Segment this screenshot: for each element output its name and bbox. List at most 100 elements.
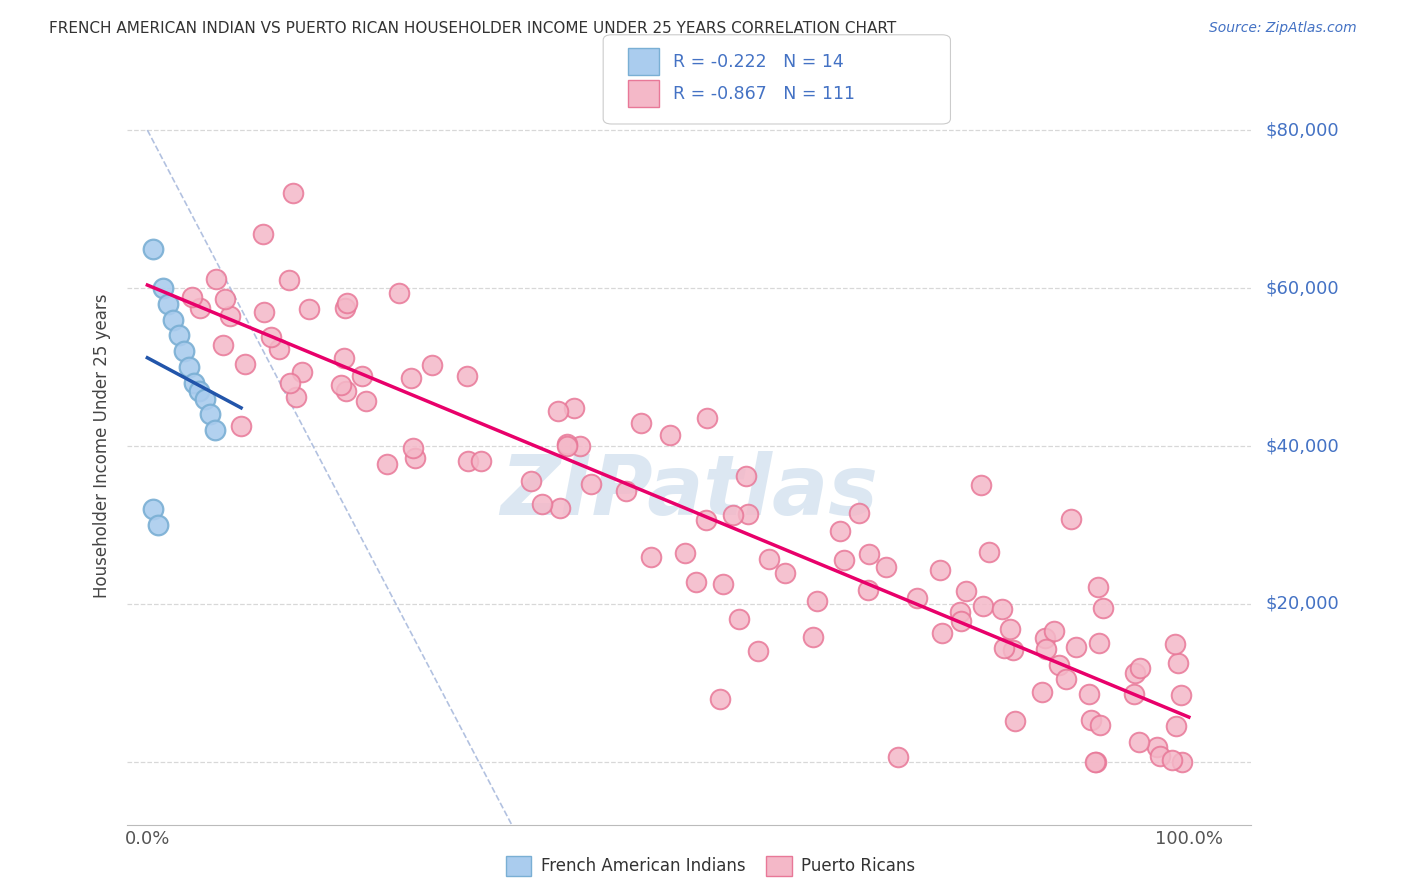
Point: [401, 371, 423, 385]
Point: [548, 501, 571, 516]
Point: [713, 576, 735, 591]
Point: [1088, 636, 1111, 650]
Point: [931, 625, 953, 640]
Point: [695, 512, 717, 526]
Point: [856, 583, 879, 598]
Point: [969, 478, 991, 492]
Point: [972, 599, 994, 613]
Point: [875, 559, 897, 574]
Point: [253, 305, 276, 319]
Point: [204, 423, 226, 437]
Point: [858, 548, 880, 562]
Point: [929, 563, 952, 577]
Point: [335, 384, 357, 398]
Point: [298, 301, 321, 316]
Point: [388, 285, 411, 300]
Point: [332, 351, 354, 365]
Point: [198, 408, 221, 422]
Point: [1171, 755, 1194, 769]
Point: [1164, 719, 1187, 733]
Text: R = -0.222   N = 14: R = -0.222 N = 14: [673, 53, 844, 70]
Point: [828, 524, 851, 538]
Point: [457, 454, 479, 468]
Point: [336, 295, 359, 310]
Point: [735, 469, 758, 483]
Point: [832, 553, 855, 567]
Point: [555, 437, 578, 451]
Point: [252, 227, 274, 241]
Text: $20,000: $20,000: [1265, 595, 1339, 613]
Point: [402, 441, 425, 455]
Point: [569, 439, 592, 453]
Point: [333, 301, 356, 315]
Point: [1004, 714, 1026, 729]
Point: [659, 428, 682, 442]
Point: [948, 605, 970, 619]
Point: [146, 518, 169, 533]
Point: [1160, 753, 1182, 767]
Point: [218, 310, 240, 324]
Point: [905, 591, 928, 605]
Point: [456, 369, 478, 384]
Point: [630, 416, 652, 430]
Point: [1002, 643, 1025, 657]
Point: [949, 614, 972, 628]
Point: [214, 293, 236, 307]
Point: [747, 644, 769, 658]
Point: [283, 186, 305, 201]
Point: [564, 401, 586, 416]
Point: [194, 392, 217, 406]
Point: [211, 338, 233, 352]
Point: [404, 451, 426, 466]
Point: [350, 368, 373, 383]
Point: [1054, 672, 1077, 686]
Point: [167, 328, 190, 343]
Point: [848, 506, 870, 520]
Point: [555, 439, 578, 453]
Point: [977, 544, 1000, 558]
Point: [1085, 755, 1108, 769]
Point: [696, 410, 718, 425]
Point: [1170, 688, 1192, 702]
Text: Puerto Ricans: Puerto Ricans: [801, 857, 915, 875]
Point: [801, 630, 824, 644]
Point: [285, 390, 308, 404]
Point: [1087, 580, 1109, 594]
Point: [1033, 632, 1056, 646]
Point: [737, 507, 759, 521]
Point: [685, 574, 707, 589]
Point: [190, 301, 212, 316]
Text: French American Indians: French American Indians: [541, 857, 747, 875]
Point: [1080, 713, 1102, 727]
Point: [1088, 717, 1111, 731]
Point: [280, 376, 302, 391]
Point: [640, 549, 662, 564]
Text: $40,000: $40,000: [1265, 437, 1339, 455]
Point: [1091, 600, 1114, 615]
Point: [173, 344, 195, 359]
Point: [188, 384, 211, 398]
Point: [1047, 658, 1070, 673]
Point: [673, 546, 696, 560]
Point: [1149, 748, 1171, 763]
Text: $80,000: $80,000: [1265, 121, 1339, 139]
Point: [142, 242, 165, 256]
Point: [231, 418, 253, 433]
Point: [259, 330, 281, 344]
Point: [1031, 684, 1053, 698]
Point: [547, 404, 569, 418]
Point: [1059, 512, 1081, 526]
Point: [530, 497, 553, 511]
Y-axis label: Householder Income Under 25 years: Householder Income Under 25 years: [93, 293, 111, 599]
Point: [1125, 666, 1147, 681]
Point: [177, 359, 200, 374]
Text: ZIPatlas: ZIPatlas: [501, 451, 877, 532]
Point: [758, 552, 780, 566]
Point: [375, 458, 398, 472]
Point: [721, 508, 744, 523]
Point: [205, 272, 228, 286]
Point: [579, 476, 602, 491]
Point: [727, 612, 749, 626]
Point: [470, 454, 492, 468]
Point: [152, 281, 174, 295]
